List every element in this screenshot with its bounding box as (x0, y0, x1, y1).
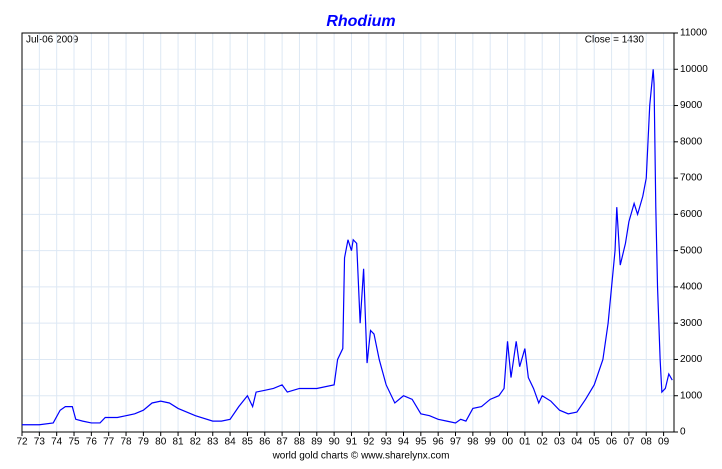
x-tick-label: 86 (259, 437, 271, 448)
x-tick-label: 91 (346, 437, 358, 448)
y-tick-label: 7000 (680, 173, 703, 184)
plot-frame (21, 32, 675, 433)
x-tick-label: 06 (606, 437, 618, 448)
x-tick-label: 75 (68, 437, 80, 448)
x-tick-label: 83 (207, 437, 219, 448)
x-tick-label: 90 (329, 437, 341, 448)
x-tick-label: 98 (467, 437, 479, 448)
y-tick-label: 11000 (680, 28, 708, 39)
x-tick-label: 82 (190, 437, 202, 448)
x-tick-label: 01 (519, 437, 531, 448)
x-tick-label: 02 (537, 437, 549, 448)
y-tick-label: 0 (680, 427, 686, 438)
chart-title: Rhodium (326, 13, 395, 30)
x-tick-label: 81 (173, 437, 185, 448)
x-tick-label: 76 (86, 437, 98, 448)
x-tick-label: 05 (589, 437, 601, 448)
price-line (22, 69, 673, 426)
y-tick-label: 6000 (680, 209, 703, 220)
x-tick-label: 79 (138, 437, 150, 448)
x-tick-label: 96 (433, 437, 445, 448)
date-label: Jul-06 2009 (26, 35, 79, 46)
close-label: Close = 1430 (585, 35, 645, 46)
y-tick-label: 2000 (680, 354, 703, 365)
x-tick-label: 07 (623, 437, 635, 448)
x-tick-label: 77 (103, 437, 115, 448)
x-tick-label: 95 (415, 437, 427, 448)
y-tick-label: 5000 (680, 245, 703, 256)
x-tick-label: 09 (658, 437, 670, 448)
source-label: world gold charts © www.sharelynx.com (272, 451, 450, 462)
x-tick-label: 74 (51, 437, 63, 448)
x-tick-label: 80 (155, 437, 167, 448)
x-tick-label: 00 (502, 437, 514, 448)
x-tick-label: 97 (450, 437, 462, 448)
x-tick-label: 84 (225, 437, 237, 448)
x-tick-label: 73 (34, 437, 46, 448)
y-tick-label: 8000 (680, 136, 703, 147)
x-tick-label: 92 (363, 437, 375, 448)
y-tick-label: 3000 (680, 318, 703, 329)
x-tick-label: 87 (277, 437, 289, 448)
x-tick-label: 72 (16, 437, 28, 448)
x-tick-label: 03 (554, 437, 566, 448)
y-tick-label: 4000 (680, 282, 703, 293)
x-tick-label: 94 (398, 437, 410, 448)
x-tick-label: 04 (571, 437, 583, 448)
x-tick-label: 89 (311, 437, 323, 448)
x-tick-label: 99 (485, 437, 497, 448)
x-tick-label: 85 (242, 437, 254, 448)
x-tick-label: 08 (641, 437, 653, 448)
x-tick-label: 78 (120, 437, 132, 448)
y-tick-label: 1000 (680, 390, 703, 401)
x-tick-label: 88 (294, 437, 306, 448)
y-tick-label: 9000 (680, 100, 703, 111)
plot-background (22, 33, 674, 432)
y-tick-label: 10000 (680, 64, 708, 75)
x-tick-label: 93 (381, 437, 393, 448)
